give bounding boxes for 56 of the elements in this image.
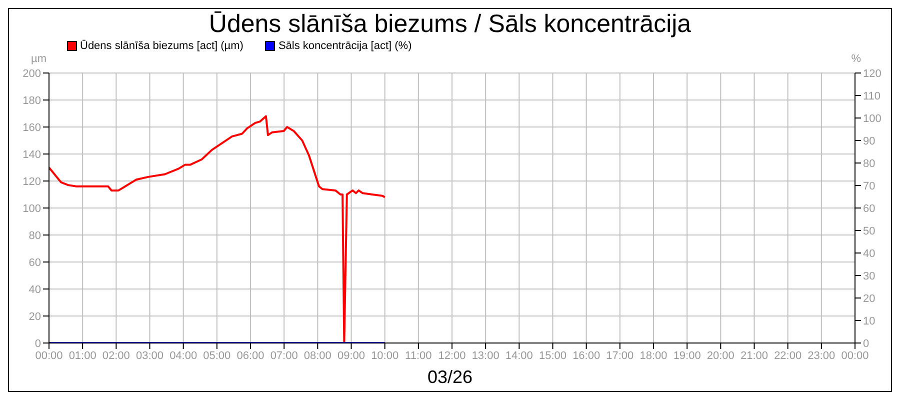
x-tick-label: 11:00 [405, 350, 432, 362]
y-tick-label: 40 [28, 284, 41, 296]
y-tick-label: 100 [22, 202, 41, 215]
x-tick-label: 14:00 [505, 350, 533, 362]
y-tick-label: 20 [28, 310, 41, 323]
x-tick-label: 22:00 [774, 350, 802, 362]
x-tick-label: 20:00 [706, 350, 734, 362]
y2-tick-label: 30 [863, 270, 876, 282]
x-tick-label: 04:00 [170, 350, 198, 362]
x-tick-label: 19:00 [673, 350, 701, 362]
x-tick-label: 16:00 [572, 350, 600, 362]
y-tick-label: 120 [22, 176, 41, 188]
y-tick-label: 0 [34, 338, 41, 350]
x-tick-label: 21:00 [740, 350, 768, 362]
x-tick-label: 08:00 [304, 350, 332, 362]
x-tick-label: 00:00 [35, 350, 63, 362]
legend-label: Ūdens slānīša biezums [act] (µm) [80, 40, 244, 52]
x-tick-label: 18:00 [640, 350, 668, 362]
y2-tick-label: 0 [863, 338, 870, 350]
chart-title: Ūdens slānīša biezums / Sāls koncentrācija [208, 9, 692, 39]
y-tick-label: 200 [22, 68, 41, 80]
y2-tick-label: 80 [863, 158, 876, 170]
x-tick-label: 23:00 [808, 350, 836, 362]
x-tick-label: 13:00 [472, 350, 500, 362]
legend-label: Sāls koncentrācija [act] (%) [278, 40, 412, 52]
line-series [49, 115, 386, 343]
x-axis-title: 03/26 [426, 367, 474, 388]
x-tick-label: 03:00 [136, 350, 164, 362]
x-tick-label: 15:00 [538, 350, 567, 362]
x-tick-label: 10:00 [371, 350, 399, 362]
y2-axis-title: % [851, 53, 861, 65]
x-tick-label: 09:00 [337, 350, 366, 362]
y-tick-label: 140 [22, 148, 41, 161]
y2-tick-label: 20 [863, 292, 876, 305]
y2-tick-label: 110 [863, 90, 881, 102]
y-tick-label: 160 [22, 122, 41, 134]
y2-tick-label: 70 [863, 180, 876, 192]
y2-tick-label: 10 [863, 315, 876, 328]
x-tick-label: 05:00 [203, 350, 231, 362]
y-tick-label: 180 [22, 94, 41, 107]
x-tick-label: 12:00 [438, 350, 466, 362]
y-tick-label: 80 [28, 230, 41, 242]
y2-tick-label: 60 [863, 202, 876, 215]
y2-tick-label: 50 [863, 225, 876, 238]
x-tick-label: 06:00 [236, 350, 264, 362]
x-tick-label: 02:00 [102, 350, 130, 362]
x-tick-label: 07:00 [270, 350, 298, 362]
y2-tick-label: 90 [863, 135, 876, 148]
x-tick-label: 01:00 [68, 350, 96, 362]
y-axis-title: µm [31, 53, 47, 65]
y-tick-label: 60 [28, 256, 41, 269]
x-tick-label: 17:00 [606, 350, 634, 362]
y2-tick-label: 120 [863, 68, 882, 80]
x-tick-label: 00:00 [841, 350, 869, 362]
y2-tick-label: 40 [863, 248, 876, 260]
y2-tick-label: 100 [863, 112, 882, 125]
